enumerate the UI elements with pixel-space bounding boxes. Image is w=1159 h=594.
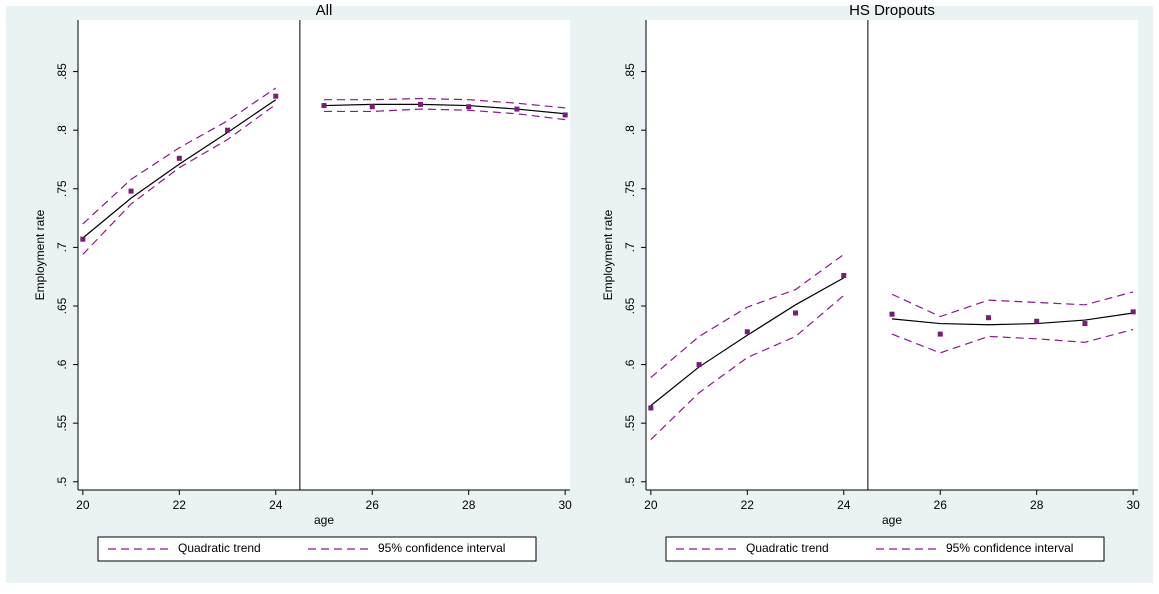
trend-line (891, 312, 1134, 326)
marker (128, 188, 134, 194)
y-tick-label: .5 (55, 476, 69, 486)
y-tick-label: .65 (55, 297, 69, 314)
ci-line (650, 294, 845, 441)
trend-line (82, 99, 277, 239)
x-tick-label: 24 (269, 498, 283, 512)
y-tick-label: .6 (623, 359, 637, 369)
marker (1082, 321, 1088, 327)
marker (369, 104, 375, 110)
y-tick-label: .85 (55, 63, 69, 80)
ci-line (324, 97, 566, 109)
marker (225, 127, 231, 133)
legend (665, 536, 1105, 562)
trend-line (650, 277, 845, 407)
marker (841, 273, 847, 279)
marker (321, 103, 327, 109)
legend-label: Quadratic trend (178, 541, 261, 555)
y-tick-label: .75 (623, 180, 637, 197)
y-tick-label: .75 (55, 180, 69, 197)
marker (80, 236, 86, 242)
x-tick-label: 24 (837, 498, 851, 512)
x-tick-label: 26 (934, 498, 948, 512)
plot-region (646, 20, 1138, 490)
ci-line (324, 108, 566, 121)
legend-label: 95% confidence interval (378, 541, 505, 555)
x-tick-label: 30 (1126, 498, 1140, 512)
y-tick-label: .55 (623, 415, 637, 432)
y-axis-title: Employment rate (601, 209, 615, 300)
legend-label: 95% confidence interval (946, 541, 1073, 555)
marker (514, 106, 520, 112)
y-tick-label: .6 (55, 359, 69, 369)
plot-region (78, 20, 570, 490)
ci-line (891, 291, 1134, 318)
y-tick-label: .65 (623, 297, 637, 314)
marker (1130, 309, 1136, 315)
y-axis-title: Employment rate (33, 209, 47, 300)
marker (1034, 318, 1040, 324)
marker (273, 93, 279, 99)
y-tick-label: .85 (623, 63, 637, 80)
x-tick-label: 22 (741, 498, 755, 512)
trend-line (323, 103, 566, 115)
marker (562, 112, 568, 118)
marker (793, 310, 799, 316)
x-tick-label: 20 (644, 498, 658, 512)
x-tick-label: 26 (366, 498, 380, 512)
marker (985, 315, 991, 321)
marker (744, 329, 750, 335)
x-tick-label: 28 (462, 498, 476, 512)
x-tick-label: 20 (76, 498, 90, 512)
chart-title: HS Dropouts (849, 2, 935, 19)
y-tick-label: .8 (55, 125, 69, 135)
ci-line (82, 87, 277, 225)
x-axis-title: age (314, 513, 334, 527)
y-tick-label: .5 (623, 476, 637, 486)
y-tick-label: .55 (55, 415, 69, 432)
ci-line (650, 253, 845, 378)
x-tick-label: 22 (173, 498, 187, 512)
marker (937, 331, 943, 337)
ci-line (82, 103, 277, 255)
marker (648, 405, 654, 411)
legend (97, 536, 537, 562)
marker (466, 104, 472, 110)
y-tick-label: .8 (623, 125, 637, 135)
marker (696, 362, 702, 368)
marker (889, 311, 895, 317)
y-tick-label: .7 (623, 242, 637, 252)
x-tick-label: 28 (1030, 498, 1044, 512)
chart-title: All (316, 2, 333, 19)
marker (417, 101, 423, 107)
x-axis-title: age (882, 513, 902, 527)
ci-line (891, 328, 1134, 354)
y-tick-label: .7 (55, 242, 69, 252)
legend-label: Quadratic trend (746, 541, 829, 555)
marker (176, 155, 182, 161)
x-tick-label: 30 (558, 498, 572, 512)
